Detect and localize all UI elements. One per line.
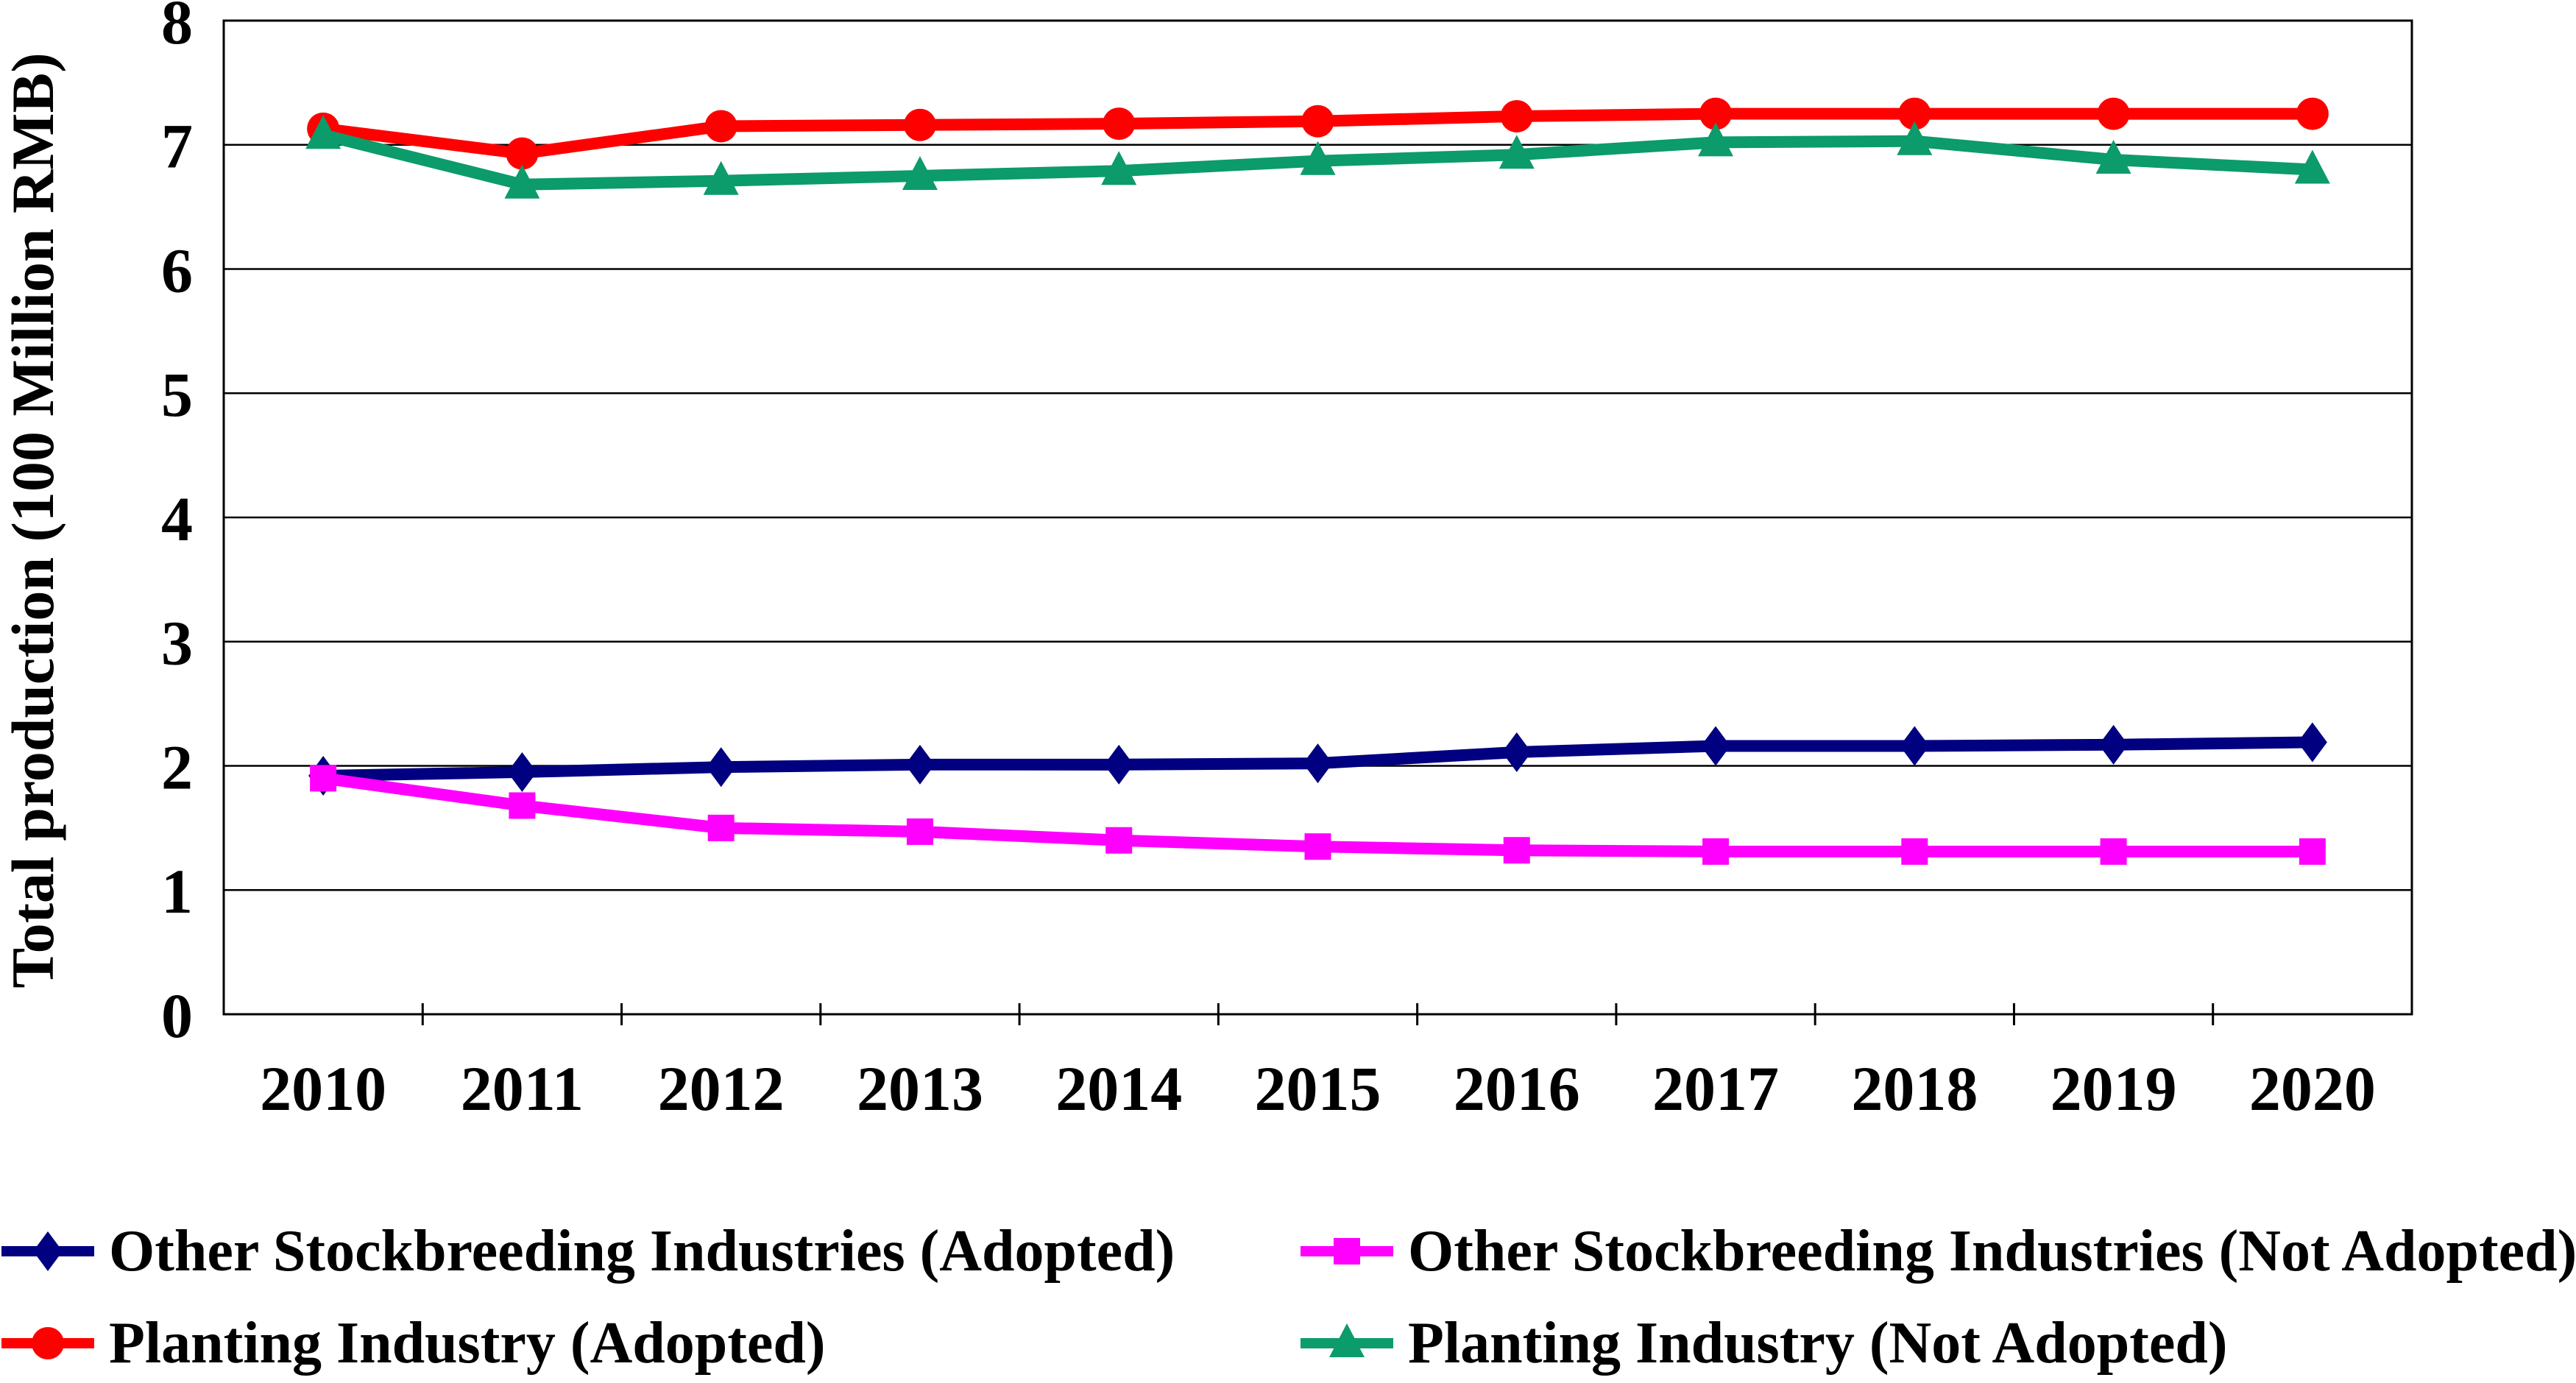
series-1-marker-square: [1901, 838, 1928, 865]
x-axis-tick-label: 2014: [1055, 1053, 1182, 1124]
y-axis-tick-labels: 0 1 2 3 4 5 6 7 8: [161, 0, 193, 1051]
series-2-marker-circle: [704, 110, 737, 143]
y-axis-tick-label: 1: [161, 856, 193, 927]
series-2-marker-circle: [506, 137, 539, 170]
series-2-marker-circle: [1500, 99, 1533, 132]
legend-marker-circle: [1, 1327, 94, 1359]
series-2-marker-circle: [1103, 107, 1136, 141]
series-1-marker-square: [1503, 837, 1530, 864]
legend-item-other-stockbreeding-adopted: Other Stockbreeding Industries (Adopted): [0, 1214, 1175, 1288]
legend-label: Other Stockbreeding Industries (Not Adop…: [1408, 1219, 2576, 1284]
y-axis-tick-label: 2: [161, 732, 193, 802]
plot-area-border: [222, 19, 2413, 1016]
series-0-marker-diamond: [905, 744, 935, 785]
x-axis-tick-labels: 2010 2011 2012 2013 2014 2015 2016 2017 2018 2019…: [260, 1053, 2376, 1124]
legend-item-planting-not-adopted: Planting Industry (Not Adopted): [1299, 1306, 2228, 1380]
series-0-marker-diamond: [706, 747, 736, 788]
series-1-marker-square: [1105, 827, 1133, 854]
x-axis-tick-label: 2013: [857, 1053, 983, 1124]
legend-marker-diamond: [1, 1231, 94, 1271]
x-axis-tick-label: 2010: [260, 1053, 386, 1124]
series-0-marker-diamond: [507, 751, 537, 792]
y-axis-tick-label: 0: [161, 980, 193, 1051]
legend-label: Planting Industry (Adopted): [109, 1311, 826, 1376]
series-0-marker-diamond: [1104, 744, 1134, 785]
series-0-marker-diamond: [1303, 743, 1333, 784]
series-1-marker-square: [310, 765, 337, 792]
series-1-marker-square: [906, 818, 933, 845]
x-axis-tick-label: 2019: [2050, 1053, 2177, 1124]
x-axis-tick-label: 2012: [658, 1053, 785, 1124]
x-axis-tick-label: 2016: [1454, 1053, 1580, 1124]
series-3-marker-triangle: [703, 160, 739, 195]
x-axis-tick-label: 2017: [1652, 1053, 1779, 1124]
x-axis-tick-label: 2018: [1851, 1053, 1978, 1124]
legend-marker-shape: [1329, 1323, 1365, 1357]
series-3-marker-triangle: [305, 115, 342, 149]
series-1-marker-square: [1702, 838, 1730, 865]
y-axis-tick-label: 3: [161, 608, 193, 679]
series-3-marker-triangle: [1101, 151, 1137, 185]
series-2-marker-circle: [1898, 97, 1931, 130]
legend-item-other-stockbreeding-not-adopted: Other Stockbreeding Industries (Not Adop…: [1299, 1214, 2576, 1288]
series-0-marker-diamond: [1900, 726, 1930, 766]
series-2-marker-circle: [1699, 97, 1733, 130]
data-series: [305, 97, 2330, 865]
series-2-marker-circle: [2296, 97, 2329, 130]
series-3-marker-triangle: [902, 155, 938, 190]
legend-marker-shape: [32, 1327, 64, 1359]
series-1-marker-square: [1304, 833, 1331, 860]
legend-marker-shape: [1334, 1238, 1360, 1264]
series-1-marker-square: [2100, 838, 2127, 865]
plot-border: [222, 19, 2413, 1016]
y-axis-tick-label: 7: [161, 111, 193, 182]
legend-item-planting-adopted: Planting Industry (Adopted): [0, 1306, 826, 1380]
legend-marker-square: [1301, 1238, 1393, 1264]
x-axis-tick-label: 2015: [1255, 1053, 1381, 1124]
series-2-marker-circle: [1301, 105, 1334, 138]
series-0-marker-diamond: [2098, 724, 2129, 765]
legend-marker-triangle: [1301, 1323, 1393, 1357]
series-1-marker-square: [707, 814, 735, 841]
series-2-marker-circle: [2097, 97, 2130, 130]
series-2-marker-circle: [903, 108, 936, 141]
series-0-marker-diamond: [1701, 726, 1731, 766]
y-axis-tick-label: 5: [161, 359, 193, 430]
series-3-marker-triangle: [504, 164, 540, 199]
series-3-marker-triangle: [1498, 135, 1535, 169]
y-axis-tick-label: 8: [161, 0, 193, 57]
legend-marker-shape: [33, 1231, 63, 1271]
y-axis-title: Total production (100 Million RMB): [0, 52, 66, 988]
series-3-marker-triangle: [2294, 149, 2330, 184]
y-axis-tick-label: 4: [161, 484, 193, 554]
x-axis-tick-label: 2011: [461, 1053, 584, 1124]
series-0-marker-diamond: [1501, 732, 1532, 772]
legend-label: Planting Industry (Not Adopted): [1408, 1311, 2228, 1376]
series-1-marker-square: [509, 792, 536, 819]
y-axis-tick-label: 6: [161, 235, 193, 305]
legend-label: Other Stockbreeding Industries (Adopted): [109, 1219, 1175, 1284]
series-0-marker-diamond: [2297, 722, 2327, 763]
series-3-marker-triangle: [1897, 121, 1933, 155]
series-3-marker-triangle: [1698, 122, 1734, 157]
series-3-marker-triangle: [2095, 140, 2131, 174]
series-1-marker-square: [2299, 838, 2326, 865]
x-axis-tick-label: 2020: [2249, 1053, 2376, 1124]
series-3-marker-triangle: [1300, 141, 1336, 175]
